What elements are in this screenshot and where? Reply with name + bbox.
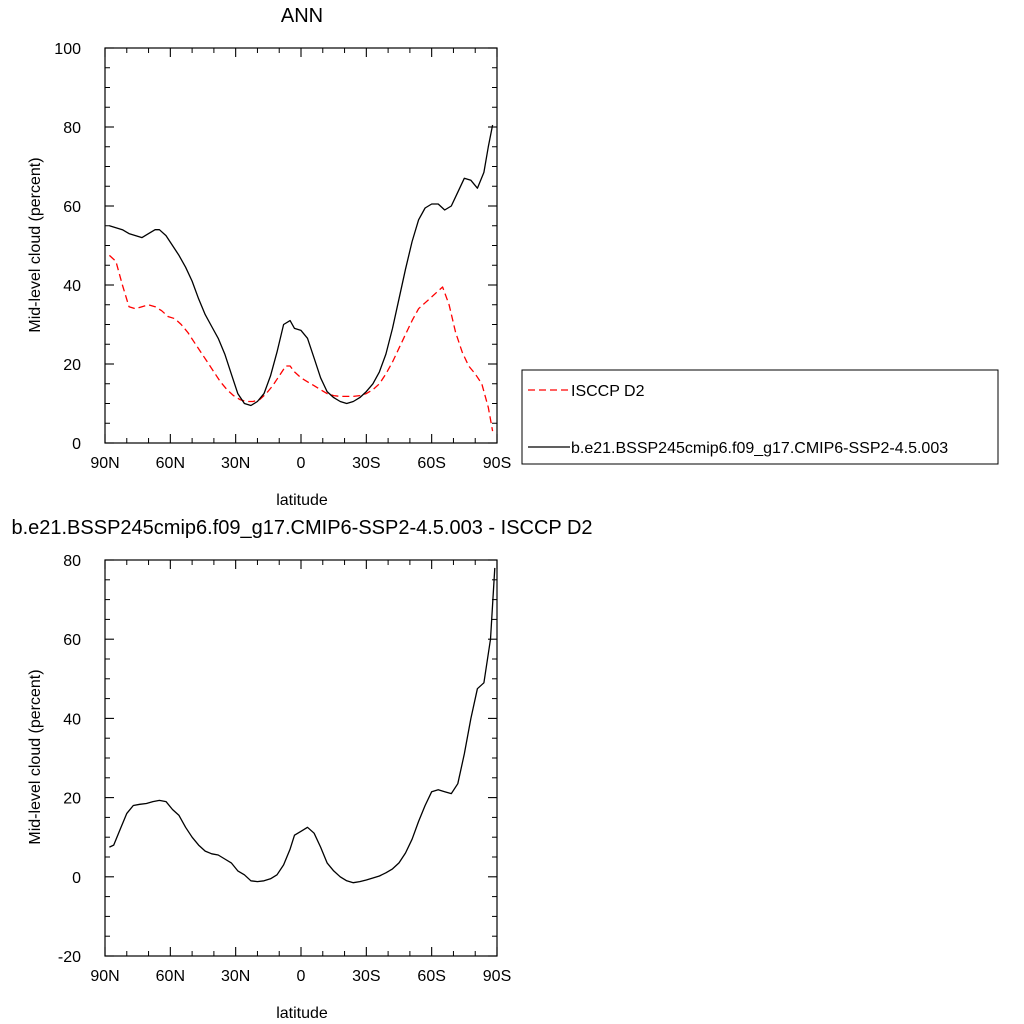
top-series-line-0: [108, 254, 494, 432]
bottom-x-tick-label-3: 0: [297, 968, 306, 985]
top-chart-axes: 90N 60N 30N 0 30S 60S 90S 0 20 40 60 80 100: [54, 41, 511, 472]
top-chart: ANN latitude Mid-level cloud (percent) 9…: [27, 5, 511, 509]
legend-box: [521, 369, 999, 465]
top-y-tick-label-3: 60: [63, 199, 81, 216]
top-x-tick-label-0: 90N: [90, 455, 119, 472]
legend-label-model: b.e21.BSSP245cmip6.f09_g17.CMIP6-SSP2-4.…: [571, 440, 948, 457]
bottom-x-tick-label-0: 90N: [90, 968, 119, 985]
bottom-x-tick-label-5: 60S: [417, 968, 445, 985]
bottom-chart-axes: 90N 60N 30N 0 30S 60S 90S -20 0 20 40 60 80: [58, 553, 511, 985]
bottom-chart-xlabel: latitude: [276, 1005, 328, 1022]
bottom-chart-series: [109, 567, 496, 884]
top-y-tick-label-2: 40: [63, 278, 81, 295]
bottom-x-tick-label-6: 90S: [483, 968, 511, 985]
top-chart-xlabel: latitude: [276, 492, 328, 509]
top-x-tick-label-1: 60N: [156, 455, 185, 472]
bottom-chart-title: b.e21.BSSP245cmip6.f09_g17.CMIP6-SSP2-4.…: [11, 517, 592, 539]
top-series-line-1: [109, 124, 494, 407]
bottom-x-tick-label-2: 30N: [221, 968, 250, 985]
bottom-y-tick-label-1: 0: [72, 870, 81, 887]
bottom-y-tick-label-3: 40: [63, 711, 81, 728]
top-x-tick-label-5: 60S: [417, 455, 445, 472]
top-chart-series: [108, 124, 494, 432]
bottom-x-tick-label-4: 30S: [352, 968, 380, 985]
top-chart-ylabel: Mid-level cloud (percent): [27, 157, 44, 332]
top-x-tick-label-2: 30N: [221, 455, 250, 472]
bottom-chart-ylabel: Mid-level cloud (percent): [27, 669, 44, 844]
top-y-tick-label-5: 100: [54, 41, 81, 58]
top-y-tick-label-4: 80: [63, 120, 81, 137]
top-x-tick-label-3: 0: [297, 455, 306, 472]
bottom-y-tick-label-2: 20: [63, 791, 81, 808]
top-y-tick-label-1: 20: [63, 357, 81, 374]
legend-label-isccp: ISCCP D2: [571, 383, 645, 400]
bottom-chart: b.e21.BSSP245cmip6.f09_g17.CMIP6-SSP2-4.…: [11, 517, 592, 1022]
legend: ISCCP D2 b.e21.BSSP245cmip6.f09_g17.CMIP…: [521, 369, 999, 465]
top-x-tick-label-4: 30S: [352, 455, 380, 472]
top-x-tick-label-6: 90S: [483, 455, 511, 472]
bottom-y-tick-label-5: 80: [63, 553, 81, 570]
top-chart-title: ANN: [281, 5, 323, 27]
bottom-chart-frame: [104, 559, 498, 957]
top-y-tick-label-0: 0: [72, 436, 81, 453]
bottom-series-line-0: [109, 567, 496, 884]
bottom-x-tick-label-1: 60N: [156, 968, 185, 985]
bottom-y-tick-label-4: 60: [63, 632, 81, 649]
top-chart-frame: [104, 47, 498, 444]
bottom-y-tick-label-0: -20: [58, 949, 81, 966]
